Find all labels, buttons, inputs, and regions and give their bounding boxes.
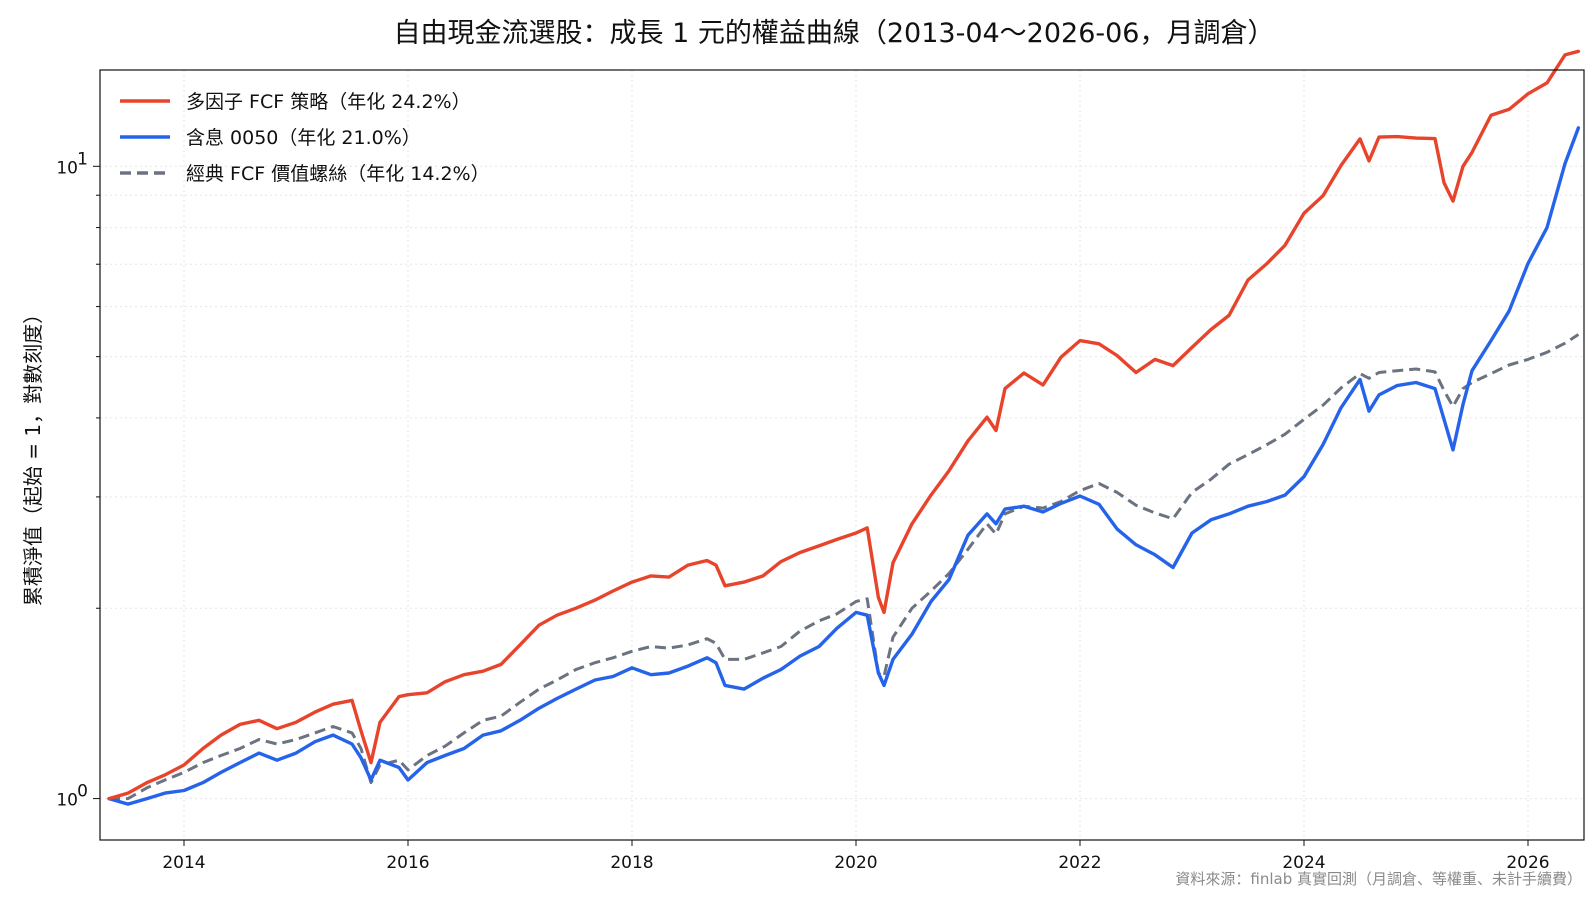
series-line-3 — [109, 333, 1580, 801]
legend-label-2: 含息 0050（年化 21.0%） — [186, 127, 421, 149]
source-note: 資料來源：finlab 真實回測（月調倉、等權重、未計手續費） — [1175, 870, 1582, 888]
legend-label-1: 多因子 FCF 策略（年化 24.2%） — [186, 91, 471, 113]
y-tick-label: 10 — [56, 158, 78, 178]
grid-lines — [100, 70, 1584, 840]
x-tick-label: 2020 — [834, 853, 877, 873]
x-tick-label: 2018 — [610, 853, 653, 873]
x-tick-label: 2016 — [386, 853, 429, 873]
y-tick-exponent: 0 — [77, 782, 88, 802]
series-line-1 — [107, 49, 1581, 801]
x-axis-ticks: 2014 2016 2018 2020 2022 2024 2026 — [162, 840, 1550, 873]
series-lines — [107, 49, 1581, 806]
x-tick-label: 2022 — [1058, 853, 1101, 873]
series-line-2 — [107, 126, 1581, 806]
y-tick-exponent: 1 — [77, 149, 88, 169]
plot-frame — [99, 69, 1585, 841]
x-tick-label: 2026 — [1506, 853, 1549, 873]
legend: 多因子 FCF 策略（年化 24.2%） 含息 0050（年化 21.0%） 經典 … — [120, 91, 490, 185]
legend-label-3: 經典 FCF 價值螺絲（年化 14.2%） — [186, 163, 490, 185]
chart-title: 自由現金流選股：成長 1 元的權益曲線（2013-04～2026-06，月調倉） — [394, 18, 1275, 49]
y-tick-label: 10 — [56, 791, 78, 811]
x-tick-label: 2024 — [1282, 853, 1325, 873]
y-axis-label: 累積淨值（起始 = 1，對數刻度） — [21, 304, 45, 606]
x-tick-label: 2014 — [162, 853, 205, 873]
